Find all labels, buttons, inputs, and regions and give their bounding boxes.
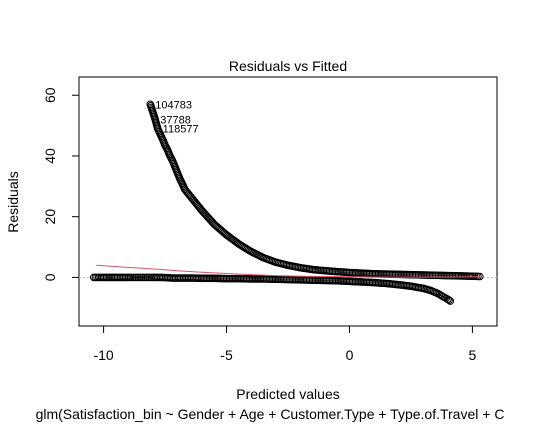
outlier-label: 37788 [160,115,191,127]
chart-title: Residuals vs Fitted [229,58,347,74]
model-formula-subtitle: glm(Satisfaction_bin ~ Gender + Age + Cu… [36,406,505,422]
outlier-label: 118577 [163,124,199,136]
outlier-label: 104783 [155,99,192,111]
data-point [190,196,198,205]
data-point [182,187,191,196]
x-tick-label: 5 [469,347,477,363]
x-axis: -10 -5 0 5 [93,325,477,363]
y-axis-label: Residuals [5,171,21,232]
data-point [93,273,101,282]
y-tick-label: 40 [42,148,58,164]
y-tick-label: 60 [42,87,58,103]
data-point [219,227,227,236]
y-tick-label: 0 [42,273,58,281]
data-point [166,153,175,162]
points-layer [89,100,484,305]
x-axis-label: Predicted values [236,386,340,402]
data-point [232,238,241,246]
data-point [195,203,203,211]
y-tick-label: 20 [42,209,58,225]
smooth-line [96,264,480,278]
x-tick-label: -5 [220,347,233,363]
data-point [446,297,455,305]
x-tick-label: 0 [346,347,354,363]
y-axis: 0 20 40 60 [42,87,80,281]
data-point [445,296,453,304]
data-point [132,273,140,282]
x-tick-label: -10 [93,347,113,363]
data-point [231,237,239,246]
data-point [125,273,133,282]
data-point [162,143,170,151]
data-point [207,217,215,225]
data-point [139,273,148,282]
